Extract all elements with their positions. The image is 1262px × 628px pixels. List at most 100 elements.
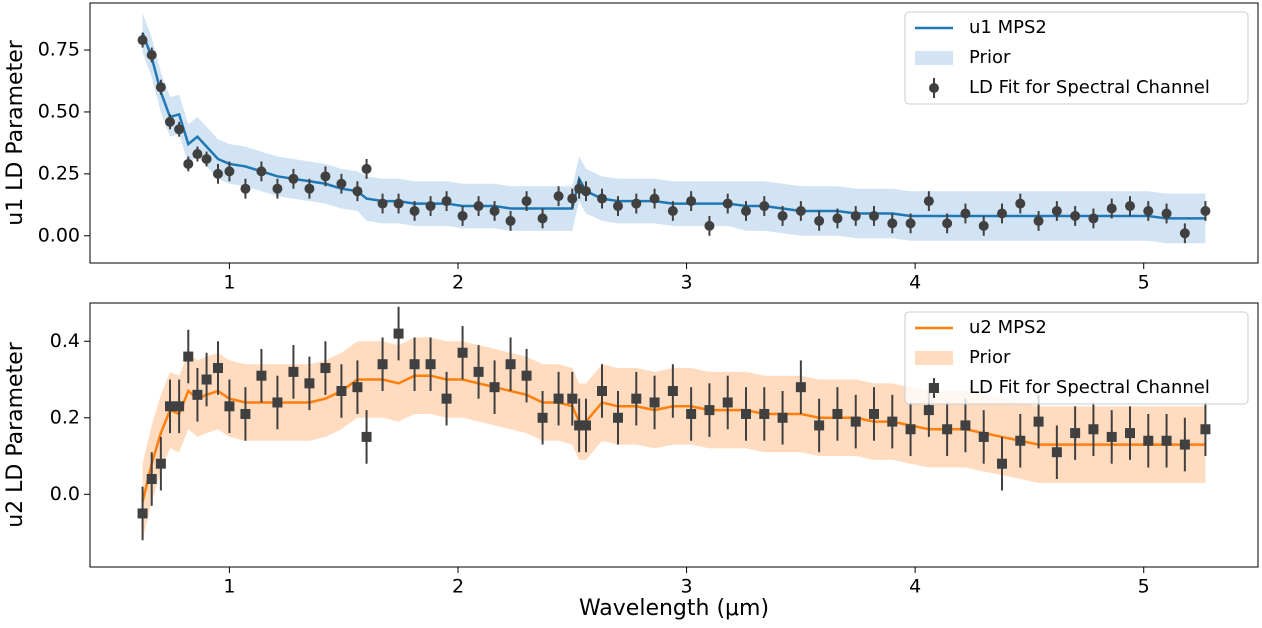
data-point [942, 218, 953, 229]
data-point [137, 508, 148, 519]
data-point [146, 474, 157, 484]
data-point [174, 401, 185, 412]
data-point [521, 370, 532, 381]
data-point [409, 359, 420, 370]
data-point [741, 408, 751, 419]
data-point [521, 196, 532, 207]
data-point [686, 196, 697, 207]
data-point [960, 208, 971, 219]
data-point [567, 393, 578, 404]
data-point [537, 412, 548, 423]
data-point [960, 420, 971, 431]
data-point [489, 206, 500, 216]
data-point [192, 389, 203, 400]
data-point [183, 351, 194, 362]
data-point [567, 193, 578, 204]
plot-area [137, 306, 1211, 541]
data-point [201, 374, 212, 385]
data-point [905, 218, 916, 229]
data-point [1015, 198, 1026, 209]
data-point [201, 154, 212, 164]
data-point [1033, 215, 1044, 226]
data-point [1015, 435, 1026, 446]
x-tick-label: 5 [1138, 272, 1150, 294]
data-point [272, 183, 283, 194]
data-point [288, 366, 299, 377]
data-point [686, 408, 697, 419]
legend-label: u1 MPS2 [969, 17, 1047, 38]
data-point [1051, 206, 1062, 216]
data-point [795, 206, 806, 216]
data-point [1125, 428, 1135, 439]
legend-key [929, 383, 939, 393]
data-point [759, 408, 770, 419]
data-point [741, 206, 751, 216]
legend: u2 MPS2 Prior LD Fit for Spectral Channel [904, 311, 1249, 405]
x-axis-label: Wavelength (μm) [579, 596, 769, 621]
data-point [537, 213, 548, 224]
data-point [850, 416, 861, 427]
data-point [240, 408, 251, 419]
data-point [192, 149, 203, 160]
data-point [887, 416, 898, 427]
data-point [441, 393, 452, 404]
data-point [997, 458, 1007, 469]
data-point [1070, 428, 1081, 439]
data-point [759, 201, 770, 212]
axes-frame [89, 302, 1259, 568]
model-line [141, 374, 1206, 503]
data-point [814, 420, 825, 431]
data-point [869, 408, 879, 419]
data-point [1143, 435, 1154, 446]
data-point [146, 50, 157, 60]
data-point [978, 220, 989, 231]
data-point [361, 163, 372, 174]
data-point [352, 186, 363, 197]
data-point [1161, 435, 1172, 446]
data-point [320, 363, 331, 374]
data-point [473, 366, 484, 377]
data-point [923, 405, 934, 416]
data-point [352, 382, 363, 393]
legend: u1 MPS2 Prior LD Fit for Spectral Channel [904, 11, 1249, 105]
data-point [777, 412, 788, 423]
legend-label: LD Fit for Spectral Channel [969, 77, 1210, 98]
x-tick-label: 1 [223, 576, 235, 598]
data-point [505, 359, 516, 370]
data-point [649, 397, 660, 408]
x-tick-label: 1 [223, 272, 235, 294]
data-point [320, 171, 331, 182]
data-point [649, 193, 660, 204]
data-point [1161, 208, 1172, 219]
data-point [377, 198, 388, 209]
data-point [288, 173, 299, 184]
data-point [631, 198, 642, 209]
data-point [722, 198, 733, 209]
axes: 1 2 3 4 5 0.0 0.2 0.4 u2 LD Parameter Wavelength … [3, 302, 1259, 621]
data-point [137, 35, 148, 46]
data-point [1200, 424, 1211, 435]
data-point [978, 431, 989, 442]
legend-frame [904, 11, 1249, 105]
legend-key [929, 83, 939, 93]
y-axis-label: u1 LD Parameter [3, 39, 28, 226]
data-point [165, 116, 175, 127]
data-point [613, 412, 623, 423]
data-point [425, 201, 436, 212]
data-point [1106, 431, 1117, 442]
y-tick-label: 0.75 [38, 39, 80, 61]
data-point [457, 210, 468, 221]
data-point [183, 158, 194, 169]
data-point [213, 363, 223, 374]
x-tick-label: 5 [1138, 576, 1150, 598]
data-point [224, 401, 235, 412]
data-point [1088, 424, 1099, 435]
data-point [505, 215, 516, 226]
data-point [814, 215, 825, 226]
data-point [425, 359, 436, 370]
data-point [581, 420, 591, 431]
plot-area [137, 12, 1211, 244]
data-point [174, 124, 185, 135]
data-point [1200, 206, 1211, 216]
